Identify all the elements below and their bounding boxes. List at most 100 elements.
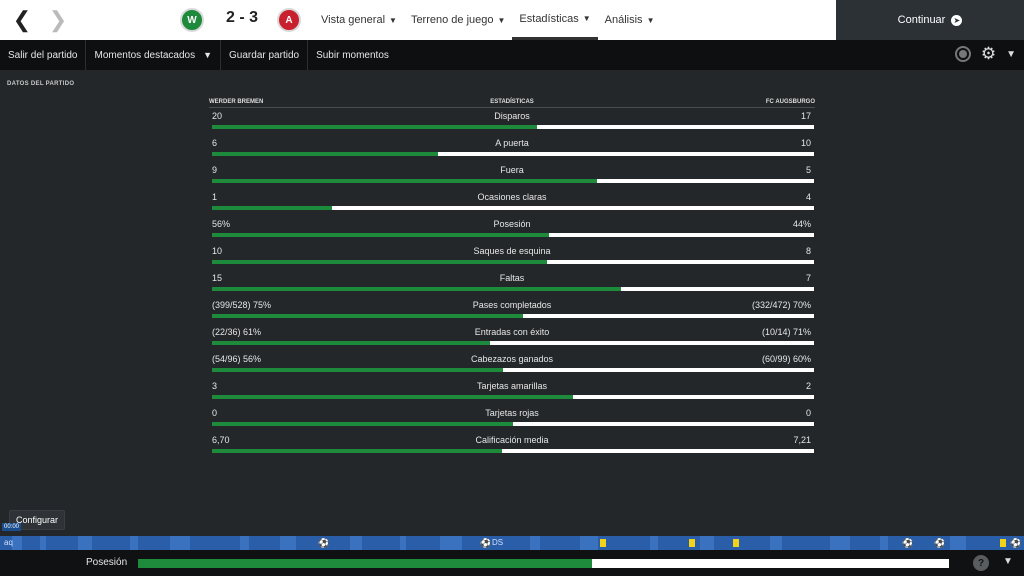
stat-label: Pases completados — [472, 300, 552, 310]
away-stat-value: 10 — [800, 138, 811, 148]
chevron-left-icon: ❮ — [12, 7, 32, 32]
stat-row: (399/528) 75% Pases completados (332/472) … — [209, 297, 815, 324]
away-stat-value: (10/14) 71% — [761, 327, 811, 337]
stat-comparison-bar — [212, 125, 814, 129]
tab-pitch[interactable]: Terreno de juego ▼ — [410, 14, 506, 26]
stat-comparison-bar — [212, 152, 814, 156]
stat-row: 3 Tarjetas amarillas 2 — [209, 378, 815, 405]
home-stat-value: (399/528) 75% — [212, 300, 272, 310]
home-share-fill — [212, 287, 622, 291]
stat-row: 15 Faltas 7 — [209, 270, 815, 297]
timeline-halftime-label: DS — [492, 538, 504, 547]
home-stat-value: 10 — [212, 246, 223, 256]
home-stat-value: (54/96) 56% — [212, 354, 262, 364]
goal-ball-icon[interactable]: ⚽ — [318, 538, 330, 548]
away-stat-value: (332/472) 70% — [751, 300, 811, 310]
stat-label: Faltas — [499, 273, 525, 283]
goal-ball-icon[interactable]: ⚽ — [934, 538, 946, 548]
home-stat-value: 6 — [212, 138, 218, 148]
home-stat-value: 6,70 — [212, 435, 230, 445]
away-stat-value: 7 — [805, 273, 811, 283]
continue-button[interactable]: Continuar ➤ — [836, 0, 1024, 40]
stat-row: 1 Ocasiones claras 4 — [209, 189, 815, 216]
match-timeline[interactable]: aq ⚽ ⚽ DS ⚽ ⚽ ⚽ — [0, 536, 1024, 550]
save-match-button[interactable]: Guardar partido — [221, 40, 309, 70]
home-team-name: WERDER BREMEN — [209, 98, 264, 105]
exit-match-button[interactable]: Salir del partido — [0, 40, 87, 70]
stats-header: WERDER BREMEN ESTADÍSTICAS FC AUGSBURGO — [209, 96, 815, 108]
stat-label: Cabezazos ganados — [470, 354, 554, 364]
possession-bar — [138, 559, 949, 568]
help-icon[interactable]: ? — [973, 555, 989, 571]
home-share-fill — [212, 206, 333, 210]
stat-comparison-bar — [212, 449, 814, 453]
stat-label: A puerta — [495, 138, 529, 148]
highlights-dropdown[interactable]: Momentos destacados ▼ — [86, 40, 222, 70]
away-stat-value: (60/99) 60% — [761, 354, 811, 364]
chevron-down-icon: ▼ — [582, 14, 591, 23]
home-stat-value: 56% — [212, 219, 231, 229]
back-button[interactable]: ❮ — [4, 0, 40, 40]
home-stat-value: 0 — [212, 408, 218, 418]
possession-label: Posesión — [86, 557, 128, 568]
gear-icon[interactable]: ⚙ — [980, 44, 997, 63]
stat-comparison-bar — [212, 422, 814, 426]
stat-label: Saques de esquina — [473, 246, 551, 256]
arrow-right-circle-icon: ➤ — [951, 14, 963, 26]
stat-label: Calificación media — [475, 435, 549, 445]
chevron-down-icon[interactable]: ▼ — [1006, 48, 1016, 60]
home-stat-value: (22/36) 61% — [212, 327, 262, 337]
yellow-card-icon[interactable] — [600, 539, 606, 547]
home-share-fill — [212, 314, 524, 318]
yellow-card-icon[interactable] — [689, 539, 695, 547]
away-team-crest: A — [277, 8, 301, 32]
home-team-crest: W — [180, 8, 204, 32]
record-icon[interactable] — [954, 46, 971, 62]
goal-ball-icon[interactable]: ⚽ — [902, 538, 914, 548]
away-stat-value: 5 — [805, 165, 811, 175]
stat-comparison-bar — [212, 206, 814, 210]
home-share-fill — [212, 233, 550, 237]
home-share-fill — [212, 422, 513, 426]
match-toolbar: Salir del partido Momentos destacados ▼ G… — [0, 40, 1024, 70]
home-share-fill — [212, 179, 598, 183]
away-stat-value: 2 — [805, 381, 811, 391]
tab-analysis[interactable]: Análisis ▼ — [604, 14, 655, 26]
yellow-card-icon[interactable] — [1000, 539, 1006, 547]
chevron-down-icon: ▼ — [646, 15, 655, 25]
tab-overview[interactable]: Vista general ▼ — [321, 14, 397, 26]
stat-label: Tarjetas rojas — [485, 408, 539, 418]
home-share-fill — [212, 449, 503, 453]
home-share-fill — [212, 368, 503, 372]
away-stat-value: 44% — [792, 219, 811, 229]
match-score: 2 - 3 — [225, 9, 258, 26]
away-stat-value: 7,21 — [793, 435, 811, 445]
home-stat-value: 15 — [212, 273, 223, 283]
chevron-down-icon: ▼ — [203, 50, 213, 60]
away-stat-value: 0 — [805, 408, 811, 418]
home-share-fill — [212, 260, 547, 264]
away-stat-value: 8 — [805, 246, 811, 256]
section-title: DATOS DEL PARTIDO — [7, 81, 75, 87]
stat-row: 10 Saques de esquina 8 — [209, 243, 815, 270]
configure-button[interactable]: Configurar — [9, 510, 66, 530]
stat-row: (22/36) 61% Entradas con éxito (10/14) 71% — [209, 324, 815, 351]
goal-ball-icon[interactable]: ⚽ — [1010, 538, 1022, 548]
yellow-card-icon[interactable] — [733, 539, 739, 547]
home-share-fill — [212, 395, 574, 399]
goal-ball-icon[interactable]: ⚽ — [480, 538, 492, 548]
stat-comparison-bar — [212, 233, 814, 237]
chevron-down-icon[interactable]: ▼ — [1003, 556, 1013, 567]
stat-comparison-bar — [212, 314, 814, 318]
upload-highlights-button[interactable]: Subir momentos — [316, 49, 389, 61]
stat-row: 9 Fuera 5 — [209, 162, 815, 189]
away-stat-value: 17 — [800, 111, 811, 121]
stat-label: Disparos — [494, 111, 530, 121]
match-header-bar: ❮ ❯ W 2 - 3 A Vista general ▼ Terreno de … — [0, 0, 1024, 40]
forward-button[interactable]: ❯ — [40, 0, 76, 40]
home-share-fill — [212, 341, 491, 345]
stat-comparison-bar — [212, 179, 814, 183]
tab-statistics[interactable]: Estadísticas ▼ — [512, 0, 598, 40]
stat-row: (54/96) 56% Cabezazos ganados (60/99) 60% — [209, 351, 815, 378]
stat-row: 20 Disparos 17 — [209, 108, 815, 135]
